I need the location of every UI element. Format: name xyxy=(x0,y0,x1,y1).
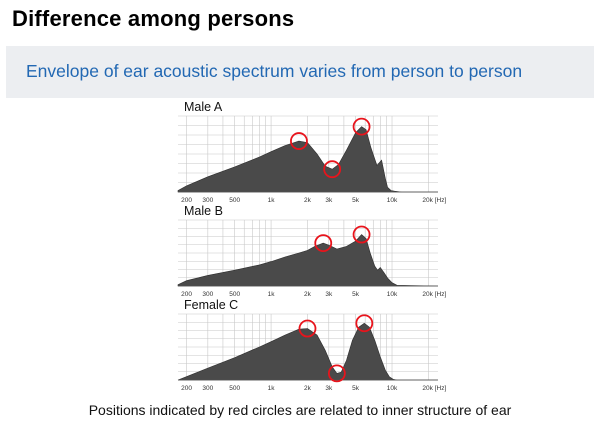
spectrum-chart-female-c: 200 300 500 1k 2k 3k 5k 10k 20k [Hz] xyxy=(177,313,446,392)
x-tick-label: 5k xyxy=(352,197,360,204)
x-tick-label: 2k xyxy=(304,197,312,204)
x-tick-label: 300 xyxy=(202,385,213,392)
red-circle-marker xyxy=(352,225,371,244)
red-circle-marker xyxy=(314,234,333,253)
red-circle-marker xyxy=(327,364,346,383)
red-circle-marker xyxy=(323,160,342,179)
x-tick-label: 1k xyxy=(268,197,276,204)
x-tick-label: 300 xyxy=(202,291,213,298)
spectrum-area xyxy=(177,126,438,193)
x-tick-label: 5k xyxy=(352,385,360,392)
x-tick-label: 200 xyxy=(181,291,192,298)
chart-title-male-b: Male B xyxy=(184,204,223,218)
x-tick-label: 2k xyxy=(304,291,312,298)
x-tick-label: 2k xyxy=(304,385,312,392)
red-circle-marker xyxy=(355,314,374,333)
chart-title-female-c: Female C xyxy=(184,298,239,312)
red-circle-marker xyxy=(290,132,308,150)
x-tick-label: 10k xyxy=(387,385,398,392)
spectrum-chart-male-a: 200 300 500 1k 2k 3k 5k 10k 20k [Hz] xyxy=(177,115,446,204)
subtitle: Envelope of ear acoustic spectrum varies… xyxy=(26,61,523,81)
x-tick-label: 3k xyxy=(325,291,333,298)
x-tick-label: 3k xyxy=(325,197,333,204)
x-tick-label: 20k [Hz] xyxy=(422,197,446,204)
red-circle-marker xyxy=(352,117,371,136)
spectrum-area xyxy=(177,234,439,287)
x-tick-label: 1k xyxy=(268,291,276,298)
x-tick-label: 500 xyxy=(229,291,240,298)
x-tick-label: 500 xyxy=(229,385,240,392)
x-tick-label: 200 xyxy=(181,385,192,392)
x-tick-label: 1k xyxy=(268,385,276,392)
x-tick-label: 20k [Hz] xyxy=(422,291,446,298)
x-tick-label: 10k xyxy=(387,197,398,204)
subtitle-band: Envelope of ear acoustic spectrum varies… xyxy=(6,46,594,98)
chart-title-male-a: Male A xyxy=(184,100,223,114)
x-tick-label: 200 xyxy=(181,197,192,204)
footnote: Positions indicated by red circles are r… xyxy=(88,402,512,418)
x-tick-label: 300 xyxy=(202,197,213,204)
x-tick-label: 3k xyxy=(325,385,333,392)
spectrum-area xyxy=(177,322,438,381)
x-tick-label: 20k [Hz] xyxy=(422,385,446,392)
slide-title: Difference among persons xyxy=(12,6,295,31)
spectrum-chart-male-b: 200 300 500 1k 2k 3k 5k 10k 20k [Hz] xyxy=(177,219,446,298)
x-tick-label: 10k xyxy=(387,291,398,298)
x-tick-label: 5k xyxy=(352,291,360,298)
x-tick-label: 500 xyxy=(229,197,240,204)
red-circle-marker xyxy=(298,319,317,338)
